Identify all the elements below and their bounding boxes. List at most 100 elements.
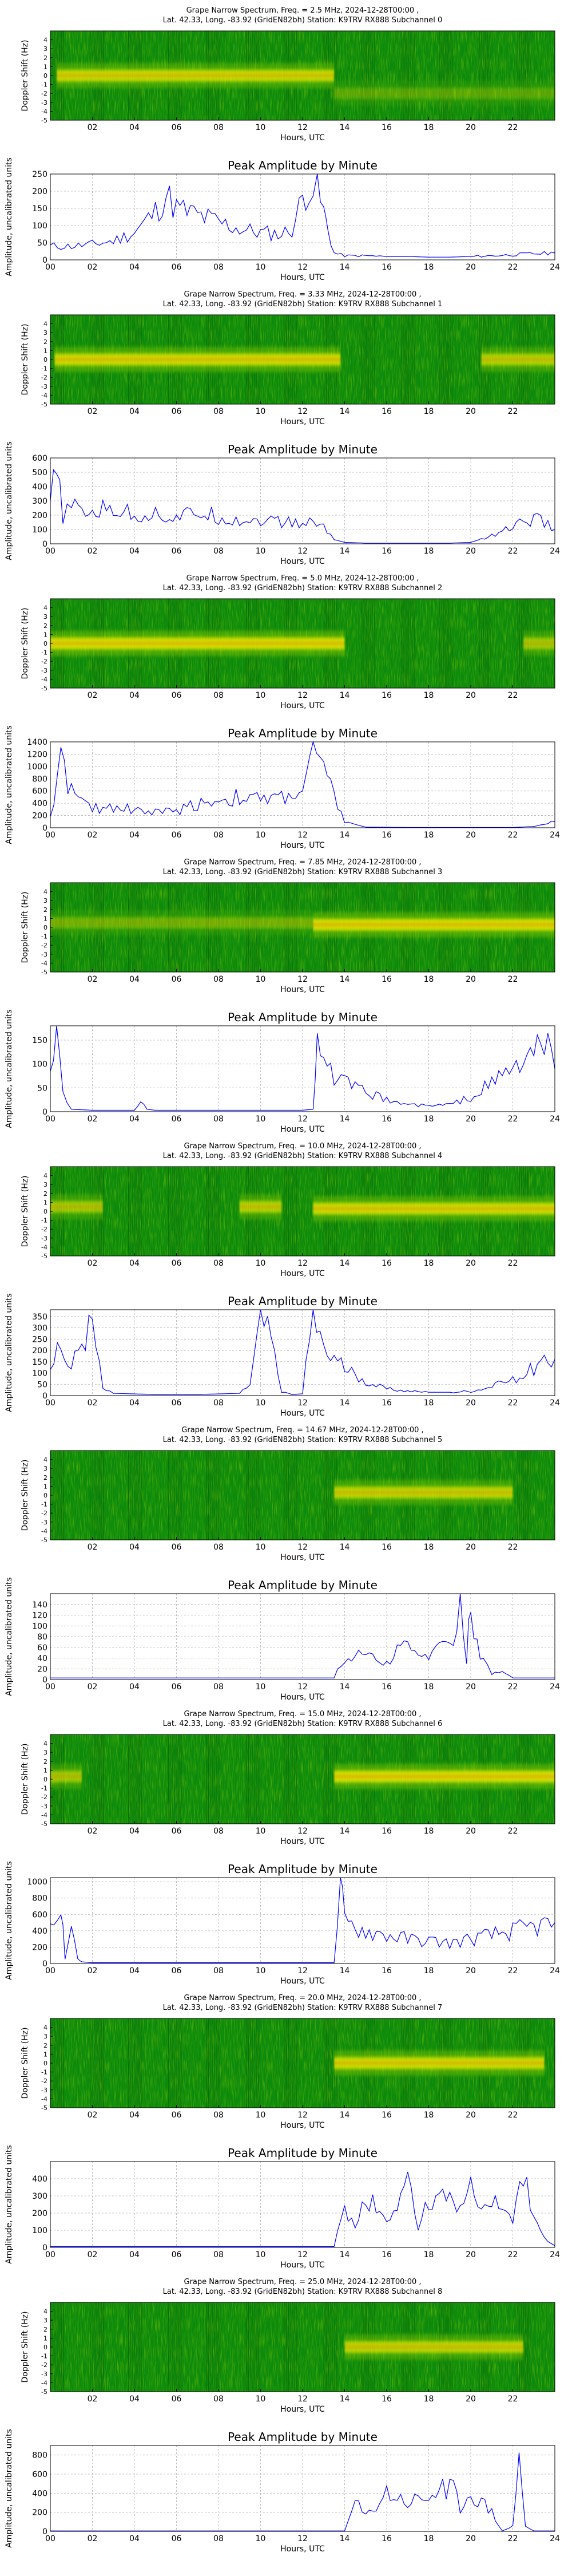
channel-7-group: Grape Narrow Spectrum, Freq. = 20.0 MHz,… <box>5 1994 560 2270</box>
spectrogram-x-tick-label: 22 <box>508 2395 518 2404</box>
doppler-tick-label: -1 <box>41 81 47 89</box>
amplitude-x-tick-label: 12 <box>297 1398 308 1408</box>
spectrogram-x-tick-label: 14 <box>340 1543 350 1552</box>
amplitude-series-line <box>50 1877 555 1963</box>
doppler-tick-label: 4 <box>43 1172 47 1180</box>
spectrogram-x-tick-label: 16 <box>382 1827 392 1836</box>
amplitude-x-tick-label: 04 <box>129 831 140 840</box>
doppler-tick-label: -2 <box>41 1793 47 1801</box>
doppler-tick-label: 1 <box>43 2334 47 2342</box>
spectrogram-x-tick-label: 04 <box>129 691 140 700</box>
spectrogram-x-tick-label: 20 <box>466 2111 476 2120</box>
doppler-tick-label: 2 <box>43 906 47 914</box>
amplitude-x-tick-label: 20 <box>466 1115 476 1124</box>
amplitude-x-tick-label: 00 <box>45 2250 55 2259</box>
amplitude-y-tick-label: 0 <box>42 1676 47 1685</box>
spectrogram-x-tick-label: 04 <box>129 1827 140 1836</box>
spectrogram-x-tick-label: 20 <box>466 1827 476 1836</box>
amplitude-y-tick-label: 350 <box>32 1313 47 1322</box>
amplitude-title: Peak Amplitude by Minute <box>228 159 378 172</box>
amplitude-x-tick-label: 12 <box>297 263 308 272</box>
spectrogram-x-tick-label: 10 <box>256 407 266 416</box>
amplitude-y-tick-label: 0 <box>42 2527 47 2537</box>
spectrogram-signal-band <box>313 912 555 938</box>
amplitude-x-tick-label: 16 <box>382 1115 392 1124</box>
spectrogram-x-tick-label: 06 <box>172 1543 182 1552</box>
spectrogram-x-tick-label: 04 <box>129 2395 140 2404</box>
spectrogram-x-tick-label: 06 <box>172 691 182 700</box>
spectrogram-x-tick-label: 14 <box>340 975 350 984</box>
amplitude-x-tick-label: 16 <box>382 2534 392 2543</box>
doppler-tick-label: -5 <box>41 2104 47 2112</box>
amplitude-y-tick-label: 100 <box>32 1060 47 1069</box>
doppler-tick-label: -3 <box>41 1519 47 1526</box>
spectrogram-x-tick-label: 10 <box>256 975 266 984</box>
spectrogram-x-axis-label: Hours, UTC <box>280 1553 325 1562</box>
amplitude-x-tick-label: 24 <box>550 1966 560 1976</box>
amplitude-x-tick-label: 04 <box>129 547 140 556</box>
doppler-tick-label: -2 <box>41 1510 47 1517</box>
amplitude-x-tick-label: 10 <box>256 1115 266 1124</box>
doppler-tick-label: -5 <box>41 401 47 408</box>
doppler-axis-label: Doppler Shift (Hz) <box>21 2312 30 2383</box>
doppler-tick-label: 0 <box>43 640 47 647</box>
amplitude-x-tick-label: 24 <box>550 2534 560 2543</box>
amplitude-x-tick-label: 14 <box>340 2534 350 2543</box>
doppler-tick-label: 1 <box>43 347 47 354</box>
amplitude-x-tick-label: 16 <box>382 1966 392 1976</box>
spectrogram-x-axis-label: Hours, UTC <box>280 133 325 143</box>
spectrogram-x-tick-label: 10 <box>256 1543 266 1552</box>
doppler-axis-label: Doppler Shift (Hz) <box>21 1460 30 1531</box>
amplitude-y-tick-label: 250 <box>32 1335 47 1344</box>
doppler-tick-label: 1 <box>43 2050 47 2058</box>
amplitude-y-axis-label: Amplitude, uncalibrated units <box>5 1009 14 1128</box>
spectrogram-x-tick-label: 08 <box>213 1543 224 1552</box>
spectrogram-x-tick-label: 22 <box>508 123 518 132</box>
spectrogram-x-tick-label: 16 <box>382 2395 392 2404</box>
doppler-tick-label: 1 <box>43 63 47 70</box>
doppler-tick-label: 2 <box>43 54 47 62</box>
spectrogram-subtitle: Lat. 42.33, Long. -83.92 (GridEN82bh) St… <box>163 868 443 876</box>
amplitude-x-axis-label: Hours, UTC <box>280 273 325 282</box>
amplitude-y-tick-label: 50 <box>37 1084 47 1093</box>
doppler-tick-label: -3 <box>41 383 47 390</box>
spectrogram-x-tick-label: 22 <box>508 691 518 700</box>
amplitude-y-axis-label: Amplitude, uncalibrated units <box>5 725 14 844</box>
spectrogram-x-tick-label: 14 <box>340 1259 350 1268</box>
amplitude-y-tick-label: 100 <box>32 1369 47 1378</box>
amplitude-x-tick-label: 14 <box>340 1966 350 1976</box>
spectrogram-x-tick-label: 02 <box>88 2395 98 2404</box>
amplitude-y-tick-label: 300 <box>32 1324 47 1333</box>
amplitude-x-tick-label: 12 <box>297 1966 308 1976</box>
spectrogram-subtitle: Lat. 42.33, Long. -83.92 (GridEN82bh) St… <box>163 300 443 309</box>
amplitude-title: Peak Amplitude by Minute <box>228 1578 378 1592</box>
doppler-tick-label: 0 <box>43 1492 47 1499</box>
spectrogram-x-tick-label: 06 <box>172 2395 182 2404</box>
spectrogram-subtitle: Lat. 42.33, Long. -83.92 (GridEN82bh) St… <box>163 2004 443 2012</box>
doppler-axis-label: Doppler Shift (Hz) <box>21 1744 30 1815</box>
doppler-tick-label: -1 <box>41 933 47 941</box>
spectrogram-x-tick-label: 06 <box>172 123 182 132</box>
amplitude-y-tick-label: 80 <box>37 1633 47 1642</box>
amplitude-x-tick-label: 04 <box>129 2534 140 2543</box>
doppler-tick-label: -3 <box>41 951 47 958</box>
doppler-axis-label: Doppler Shift (Hz) <box>21 892 30 963</box>
doppler-tick-label: 2 <box>43 1474 47 1481</box>
spectrogram-x-tick-label: 04 <box>129 1259 140 1268</box>
amplitude-y-tick-label: 400 <box>32 799 47 808</box>
doppler-tick-label: 0 <box>43 72 47 80</box>
amplitude-x-tick-label: 14 <box>340 2250 350 2259</box>
amplitude-title: Peak Amplitude by Minute <box>228 2146 378 2160</box>
amplitude-y-tick-label: 200 <box>32 511 47 520</box>
doppler-tick-label: -4 <box>41 108 47 115</box>
spectrogram-subtitle: Lat. 42.33, Long. -83.92 (GridEN82bh) St… <box>163 2287 443 2296</box>
amplitude-x-tick-label: 20 <box>466 831 476 840</box>
spectrogram-title: Grape Narrow Spectrum, Freq. = 15.0 MHz,… <box>184 1710 421 1718</box>
amplitude-frame <box>50 2161 555 2248</box>
spectrogram-x-tick-label: 22 <box>508 1827 518 1836</box>
doppler-tick-label: -3 <box>41 1803 47 1810</box>
amplitude-title: Peak Amplitude by Minute <box>228 442 378 456</box>
amplitude-x-tick-label: 06 <box>172 1966 182 1976</box>
spectrogram-x-tick-label: 18 <box>424 407 434 416</box>
amplitude-frame <box>50 457 555 544</box>
